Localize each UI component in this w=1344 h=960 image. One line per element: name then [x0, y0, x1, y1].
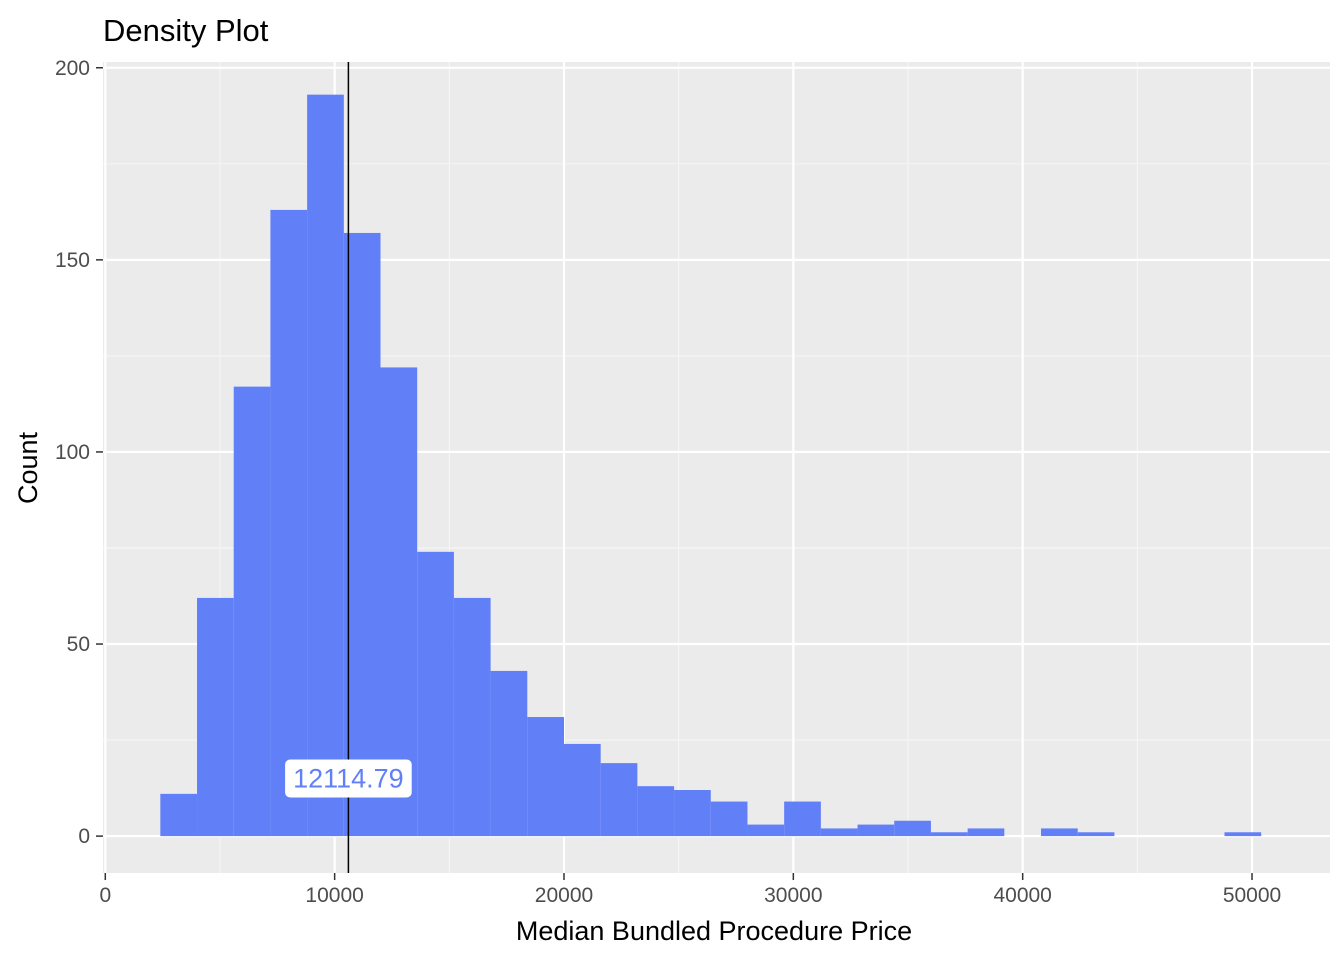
histogram-bar — [784, 801, 821, 837]
y-tick-label: 50 — [67, 633, 90, 656]
y-axis-label: Count — [13, 431, 43, 504]
x-tick-label: 10000 — [305, 884, 363, 907]
histogram-bar — [307, 94, 344, 837]
histogram-bar — [453, 597, 491, 837]
x-axis-label: Median Bundled Procedure Price — [516, 916, 912, 946]
histogram-bar — [820, 828, 858, 837]
histogram-bar — [1077, 832, 1115, 837]
histogram-bar — [600, 763, 638, 837]
histogram-bar — [967, 828, 1005, 837]
histogram-bar — [674, 790, 711, 837]
y-tick-label: 100 — [55, 441, 90, 464]
histogram-bar — [527, 717, 564, 837]
y-tick-label: 200 — [55, 57, 90, 80]
histogram-bar — [490, 670, 528, 837]
histogram-bars — [160, 94, 1262, 837]
histogram-bar — [197, 597, 234, 837]
x-tick-label: 20000 — [535, 884, 593, 907]
histogram-bar — [894, 820, 931, 837]
y-tick-label: 150 — [55, 249, 90, 272]
histogram-bar — [1224, 832, 1262, 837]
histogram-bar — [417, 551, 454, 837]
histogram-bar — [930, 832, 968, 837]
y-tick-label: 0 — [78, 825, 90, 848]
histogram-bar — [710, 801, 748, 837]
x-axis: 0 10000 20000 30000 40000 50000 — [99, 873, 1281, 907]
histogram-bar — [747, 824, 785, 837]
histogram-bar — [857, 824, 895, 837]
x-tick-label: 40000 — [993, 884, 1051, 907]
histogram-bar — [1041, 828, 1078, 837]
y-axis: 0 50 100 150 200 — [55, 57, 103, 848]
histogram-bar — [380, 367, 418, 837]
x-tick-label: 0 — [99, 884, 111, 907]
annotation-box — [285, 759, 412, 798]
histogram-bar — [343, 232, 381, 837]
x-tick-label: 30000 — [764, 884, 822, 907]
histogram-bar — [233, 386, 271, 837]
mean-annotation: 12114.79 — [285, 759, 412, 798]
x-tick-label: 50000 — [1223, 884, 1281, 907]
histogram-bar — [160, 793, 198, 837]
chart-title: Density Plot — [103, 13, 269, 48]
annotation-label: 12114.79 — [293, 763, 404, 793]
histogram-bar — [270, 209, 308, 837]
histogram-bar — [563, 743, 601, 837]
histogram-bar — [637, 786, 675, 837]
